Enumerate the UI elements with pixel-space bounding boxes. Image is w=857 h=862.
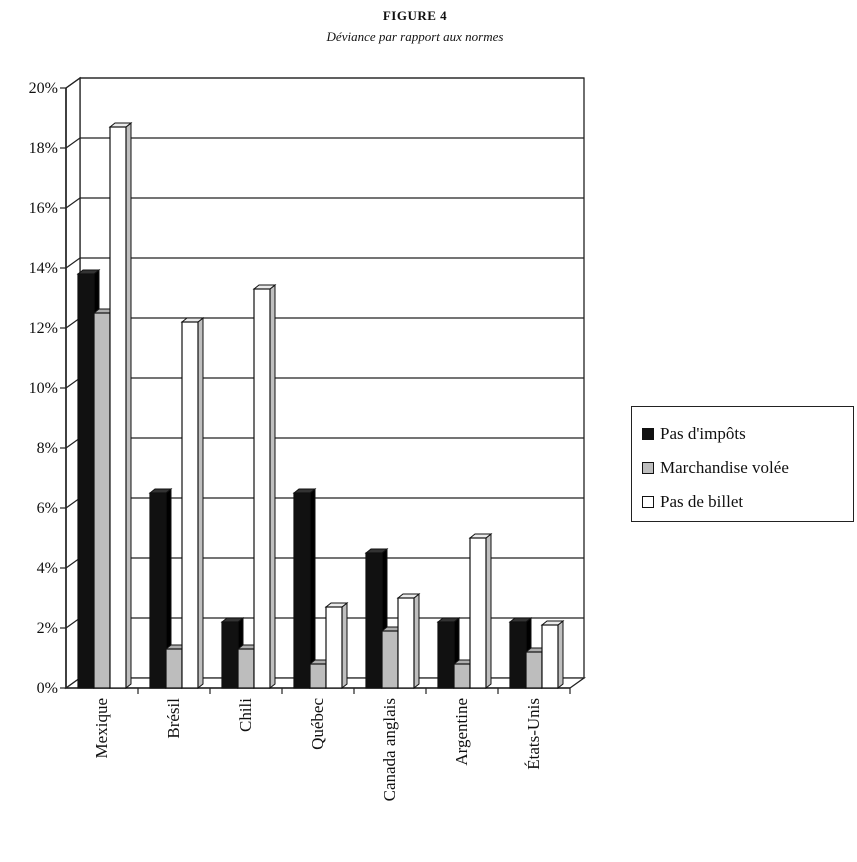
bar-bresil-pas-d-impots	[148, 487, 173, 690]
bar-canada-anglais-pas-de-billet	[396, 592, 421, 690]
bar-side	[197, 316, 204, 690]
gridline	[65, 137, 584, 149]
y-tick-label: 18%	[29, 140, 58, 157]
bar-front	[541, 624, 559, 689]
gridline	[65, 197, 584, 209]
bar-front	[237, 648, 255, 689]
bar-argentine-pas-de-billet	[468, 532, 493, 690]
chart-legend: Pas d'impôts Marchandise volée Pas de bi…	[631, 406, 854, 522]
y-tick-label: 10%	[29, 380, 58, 397]
bar-etats-unis-pas-de-billet	[540, 619, 565, 690]
gridline	[65, 257, 584, 269]
bar-front	[309, 663, 327, 689]
bar-quebec-pas-de-billet	[324, 601, 349, 690]
y-tick-label: 4%	[37, 560, 58, 577]
chart-walls	[63, 76, 587, 690]
legend-label: Pas d'impôts	[660, 424, 746, 443]
legend-swatch	[642, 496, 654, 508]
bar-argentine-pas-d-impots	[436, 616, 461, 690]
chart-subtitle: Déviance par rapport aux normes	[326, 29, 504, 44]
legend-label: Pas de billet	[660, 492, 744, 511]
legend-item-marchandise-volee: Marchandise volée	[642, 451, 853, 485]
x-label-canada-anglais: Canada anglais	[380, 698, 399, 801]
x-label-quebec: Québec	[308, 698, 327, 750]
bar-front	[365, 552, 383, 689]
bar-bresil-pas-de-billet	[180, 316, 205, 690]
y-tick-label: 14%	[29, 260, 58, 277]
bar-front	[509, 621, 527, 689]
bar-front	[181, 321, 199, 689]
y-tick-label: 12%	[29, 320, 58, 337]
legend-swatch	[642, 462, 654, 474]
bar-front	[453, 663, 471, 689]
bar-front	[221, 621, 239, 689]
x-label-mexique: Mexique	[92, 698, 111, 758]
bar-front	[293, 492, 311, 689]
x-axis-labels: Mexique Brésil Chili Québec Canada anglais Ar…	[92, 688, 571, 801]
legend-label: Marchandise volée	[660, 458, 789, 477]
figure-number: FIGURE 4	[382, 8, 448, 23]
bar-quebec-pas-d-impots	[292, 487, 317, 690]
bar-side	[269, 283, 276, 690]
x-label-chili: Chili	[236, 698, 255, 732]
y-tick-label: 16%	[29, 200, 58, 217]
y-tick-label: 2%	[37, 620, 58, 637]
bar-front	[381, 630, 399, 689]
bar-front	[149, 492, 167, 689]
y-tick-label: 8%	[37, 440, 58, 457]
bar-front	[253, 288, 271, 689]
bar-front	[525, 651, 543, 689]
bar-front	[77, 273, 95, 689]
bar-front	[325, 606, 343, 689]
legend-item-pas-d-impots: Pas d'impôts	[642, 417, 853, 451]
bar-side	[413, 592, 420, 690]
gridline	[65, 77, 584, 89]
y-tick-label: 20%	[29, 80, 58, 97]
y-tick-label: 0%	[37, 680, 58, 697]
bar-chili-pas-de-billet	[252, 283, 277, 690]
legend-swatch	[642, 428, 654, 440]
x-label-argentine: Argentine	[452, 698, 471, 766]
y-axis-ticks: 0% 2% 4% 6% 8% 10% 12% 14% 16% 18% 20%	[29, 80, 66, 697]
bar-side	[125, 121, 132, 690]
x-label-etats-unis: États-Unis	[524, 698, 543, 770]
bar-side	[485, 532, 492, 690]
bar-front	[93, 312, 111, 689]
bar-front	[437, 621, 455, 689]
chart-bars	[76, 121, 565, 690]
bar-side	[341, 601, 348, 690]
bar-side	[309, 487, 316, 690]
bar-front	[109, 126, 127, 689]
bar-mexique-pas-de-billet	[108, 121, 133, 690]
bar-front	[469, 537, 487, 689]
legend-item-pas-de-billet: Pas de billet	[642, 485, 853, 519]
bar-side	[557, 619, 564, 690]
x-label-bresil: Brésil	[164, 698, 183, 739]
bar-front	[397, 597, 415, 689]
y-tick-label: 6%	[37, 500, 58, 517]
bar-front	[165, 648, 183, 689]
